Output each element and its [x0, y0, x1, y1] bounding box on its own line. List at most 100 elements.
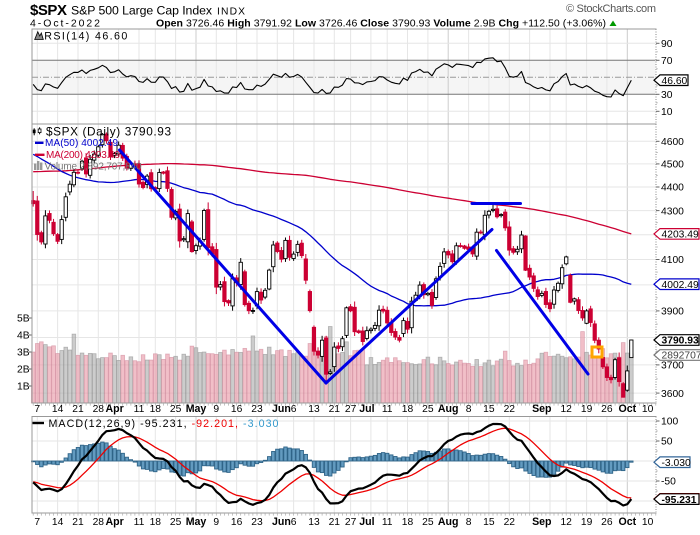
svg-text:12: 12 [560, 404, 572, 415]
svg-text:Apr: Apr [105, 516, 123, 528]
svg-text:19: 19 [581, 404, 593, 415]
svg-text:22: 22 [504, 404, 516, 415]
svg-text:10: 10 [661, 107, 673, 118]
svg-text:26: 26 [601, 517, 613, 528]
svg-text:Aug: Aug [438, 403, 459, 415]
svg-text:46.60: 46.60 [662, 76, 688, 87]
svg-text:8: 8 [466, 404, 472, 415]
svg-text:10: 10 [642, 517, 654, 528]
svg-text:23: 23 [251, 517, 263, 528]
svg-text:4-Oct-2022: 4-Oct-2022 [30, 17, 100, 29]
svg-text:90: 90 [661, 39, 673, 50]
svg-text:RSI(14) 46.60: RSI(14) 46.60 [44, 30, 127, 42]
svg-text:2B: 2B [17, 365, 30, 376]
svg-text:4100: 4100 [661, 255, 684, 266]
svg-text:-50: -50 [661, 477, 676, 488]
svg-text:$SPX (Daily) 3790.93: $SPX (Daily) 3790.93 [46, 125, 171, 139]
svg-text:18: 18 [402, 404, 414, 415]
svg-text:Volume 2,892,707,840: Volume 2,892,707,840 [45, 162, 142, 173]
svg-text:23: 23 [251, 404, 263, 415]
svg-text:15: 15 [483, 404, 495, 415]
svg-text:MA(50) 4002.49: MA(50) 4002.49 [45, 138, 118, 149]
svg-text:16: 16 [231, 517, 243, 528]
svg-text:2892707840: 2892707840 [662, 351, 700, 362]
svg-text:-3.030: -3.030 [662, 458, 691, 469]
svg-text:Sep: Sep [532, 403, 552, 415]
svg-text:16: 16 [231, 404, 243, 415]
svg-text:6: 6 [291, 404, 297, 415]
svg-text:3700: 3700 [661, 361, 684, 372]
svg-text:19: 19 [581, 517, 593, 528]
svg-text:100: 100 [661, 417, 678, 428]
svg-text:12: 12 [560, 517, 572, 528]
svg-text:S&P 500 Large Cap Index: S&P 500 Large Cap Index [71, 4, 213, 18]
svg-text:4300: 4300 [661, 206, 684, 217]
svg-text:21: 21 [72, 404, 84, 415]
svg-text:7: 7 [34, 517, 40, 528]
svg-text:13: 13 [308, 404, 320, 415]
svg-text:28: 28 [93, 404, 105, 415]
svg-text:27: 27 [345, 517, 357, 528]
svg-text:9: 9 [213, 517, 219, 528]
svg-text:18: 18 [402, 517, 414, 528]
svg-text:18: 18 [150, 517, 162, 528]
svg-text:May: May [186, 403, 207, 415]
svg-text:5B: 5B [17, 314, 30, 325]
svg-text:Apr: Apr [105, 403, 123, 415]
svg-text:Open 3726.46 High 3791.92 Low: Open 3726.46 High 3791.92 Low 3726.46 Cl… [156, 17, 606, 29]
svg-text:10: 10 [642, 404, 654, 415]
svg-text:May: May [186, 516, 207, 528]
svg-text:3900: 3900 [661, 307, 684, 318]
svg-text:13: 13 [308, 517, 320, 528]
svg-text:14: 14 [52, 517, 64, 528]
svg-text:4B: 4B [17, 331, 30, 342]
svg-text:14: 14 [52, 404, 64, 415]
svg-text:Aug: Aug [438, 516, 459, 528]
svg-text:50: 50 [661, 437, 673, 448]
svg-text:1B: 1B [17, 382, 30, 393]
svg-text:25: 25 [170, 517, 182, 528]
svg-text:15: 15 [483, 517, 495, 528]
svg-text:Sep: Sep [532, 516, 552, 528]
svg-text:Oct: Oct [618, 403, 636, 415]
svg-text:11: 11 [134, 517, 145, 528]
svg-text:28: 28 [93, 517, 105, 528]
svg-text:3790.93: 3790.93 [662, 336, 699, 347]
svg-text:INDX: INDX [217, 7, 245, 18]
svg-text:MACD(12,26,9) -95.231, -92.201: MACD(12,26,9) -95.231, -92.201, -3.030 [49, 418, 279, 430]
svg-text:4500: 4500 [661, 160, 684, 171]
svg-text:25: 25 [422, 404, 434, 415]
svg-text:4400: 4400 [661, 183, 684, 194]
svg-text:3600: 3600 [661, 389, 684, 400]
svg-text:4600: 4600 [661, 137, 684, 148]
svg-text:8: 8 [466, 517, 472, 528]
svg-text:21: 21 [72, 517, 84, 528]
svg-text:Jul: Jul [359, 516, 374, 528]
svg-text:11: 11 [134, 404, 145, 415]
svg-text:7: 7 [34, 404, 40, 415]
svg-text:Jun: Jun [272, 516, 291, 528]
svg-text:MA(200) 4203.49: MA(200) 4203.49 [46, 150, 120, 161]
svg-text:22: 22 [504, 517, 516, 528]
svg-text:9: 9 [213, 404, 219, 415]
svg-text:18: 18 [150, 404, 162, 415]
svg-text:70: 70 [661, 56, 673, 67]
svg-text:21: 21 [329, 517, 341, 528]
svg-text:27: 27 [345, 404, 357, 415]
svg-text:Oct: Oct [618, 516, 636, 528]
svg-text:© StockCharts.com: © StockCharts.com [566, 3, 656, 15]
svg-text:-95.231: -95.231 [662, 495, 697, 506]
svg-text:Jul: Jul [359, 403, 374, 415]
svg-text:25: 25 [170, 404, 182, 415]
svg-text:21: 21 [329, 404, 341, 415]
svg-text:11: 11 [382, 517, 393, 528]
svg-text:30: 30 [661, 90, 673, 101]
svg-text:26: 26 [601, 404, 613, 415]
svg-text:11: 11 [382, 404, 393, 415]
svg-text:6: 6 [291, 517, 297, 528]
svg-text:25: 25 [422, 517, 434, 528]
svg-text:4203.49: 4203.49 [662, 230, 699, 241]
svg-text:Jun: Jun [272, 403, 291, 415]
svg-text:4002.49: 4002.49 [662, 280, 699, 291]
svg-text:3B: 3B [17, 348, 30, 359]
